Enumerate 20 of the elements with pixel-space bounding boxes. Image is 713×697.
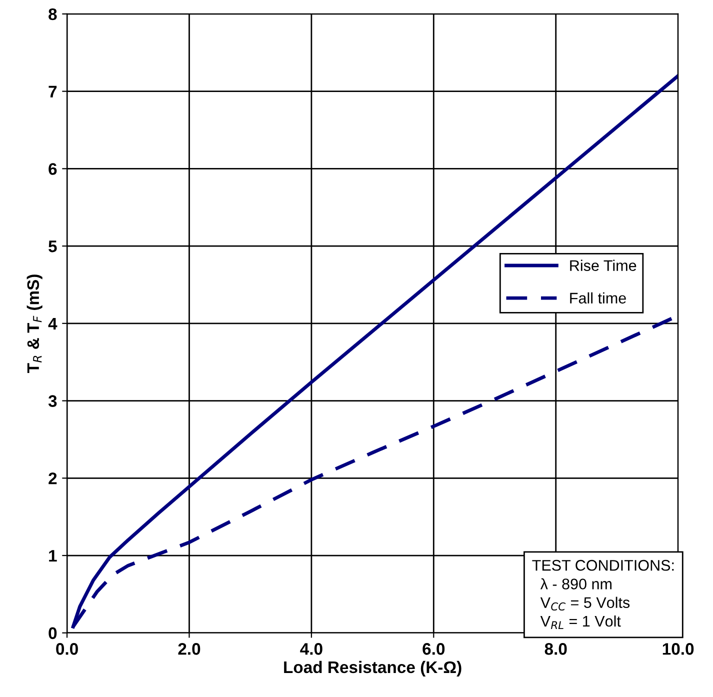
text: TEST CONDITIONS: λ - 890 nm V$_{CC}$ = 5 Volts V$_{RL}$ = 1 Volt xyxy=(532,560,674,630)
legend-label: Fall time xyxy=(570,292,626,304)
x-tick-label: 8.0 xyxy=(544,643,567,655)
y-tick-label: 4 xyxy=(48,318,58,330)
y-tick-label: 8 xyxy=(48,8,57,20)
x-tick-label: 10.0 xyxy=(662,643,694,655)
y-tick-label: 2 xyxy=(48,472,57,484)
x-tick-label: 6.0 xyxy=(422,643,445,655)
x-axis-title: Load Resistance (K-Ω) xyxy=(284,660,462,676)
y-tick-label: 0 xyxy=(48,627,57,640)
y-tick-label: 5 xyxy=(48,240,57,252)
y-tick-label: 1 xyxy=(49,550,57,562)
legend-label: Rise Time xyxy=(570,260,636,271)
y-tick-label: 7 xyxy=(48,86,57,98)
y-tick-label: 3 xyxy=(48,395,57,407)
x-tick-label: 2.0 xyxy=(178,643,200,655)
x-tick-label: 0.0 xyxy=(56,643,78,655)
x-tick-label: 4.0 xyxy=(300,643,322,655)
y-axis-title: T$_{R}$ & T$_{F}$ (mS) xyxy=(26,274,42,373)
y-tick-label: 6 xyxy=(48,163,57,175)
